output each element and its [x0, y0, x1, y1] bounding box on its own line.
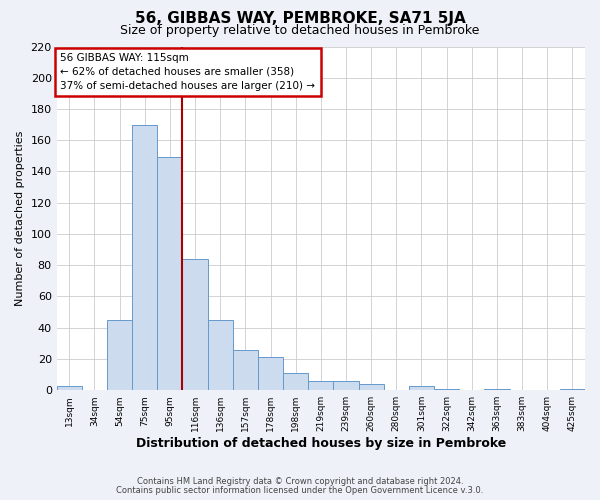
Bar	[484, 388, 509, 390]
Bar	[560, 388, 585, 390]
Bar	[157, 158, 182, 390]
Y-axis label: Number of detached properties: Number of detached properties	[15, 130, 25, 306]
Bar	[233, 350, 258, 390]
Bar	[132, 124, 157, 390]
X-axis label: Distribution of detached houses by size in Pembroke: Distribution of detached houses by size …	[136, 437, 506, 450]
Text: Contains HM Land Registry data © Crown copyright and database right 2024.: Contains HM Land Registry data © Crown c…	[137, 477, 463, 486]
Text: Contains public sector information licensed under the Open Government Licence v.: Contains public sector information licen…	[116, 486, 484, 495]
Bar	[308, 381, 334, 390]
Bar	[182, 259, 208, 390]
Bar	[359, 384, 384, 390]
Bar	[107, 320, 132, 390]
Bar	[56, 386, 82, 390]
Bar	[258, 358, 283, 390]
Text: Size of property relative to detached houses in Pembroke: Size of property relative to detached ho…	[121, 24, 479, 37]
Bar	[283, 373, 308, 390]
Bar	[334, 381, 359, 390]
Text: 56 GIBBAS WAY: 115sqm
← 62% of detached houses are smaller (358)
37% of semi-det: 56 GIBBAS WAY: 115sqm ← 62% of detached …	[61, 52, 316, 90]
Bar	[409, 386, 434, 390]
Bar	[208, 320, 233, 390]
Text: 56, GIBBAS WAY, PEMBROKE, SA71 5JA: 56, GIBBAS WAY, PEMBROKE, SA71 5JA	[134, 11, 466, 26]
Bar	[434, 388, 459, 390]
